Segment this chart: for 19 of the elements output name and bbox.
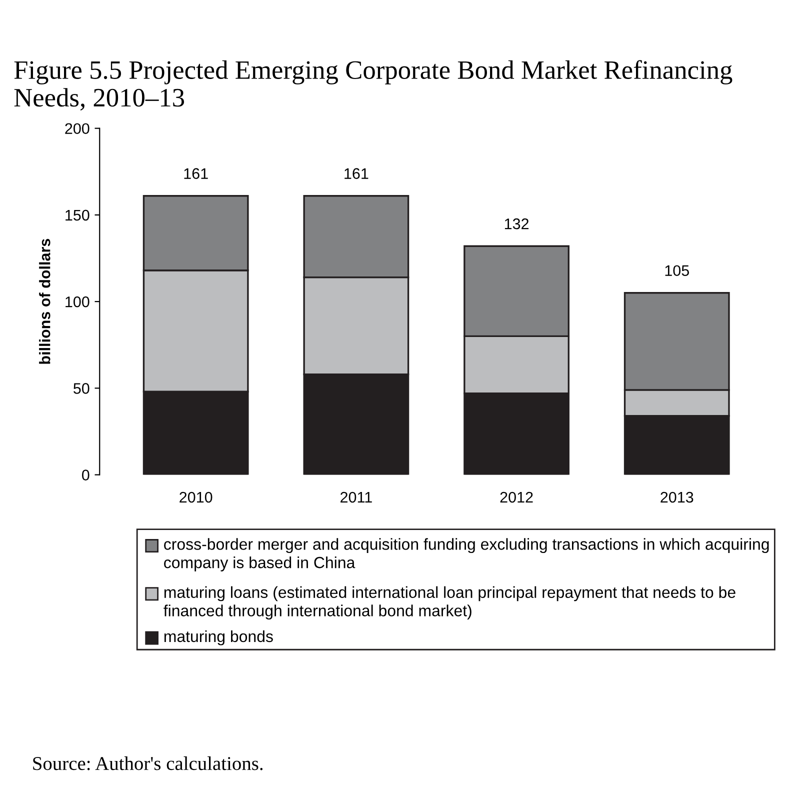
y-tick-label: 0 bbox=[82, 470, 90, 480]
x-tick-label: 2012 bbox=[500, 492, 533, 503]
chart-title: Figure 5.5 Projected Emerging Corporate Bond Market Refinancing Needs, 2010–13 bbox=[14, 60, 732, 110]
x-tick-label: 2011 bbox=[340, 492, 372, 503]
x-tick-label: 2013 bbox=[660, 492, 694, 503]
y-tick-label: 150 bbox=[66, 210, 90, 221]
source-note: Source: Author's calculations. bbox=[33, 756, 263, 770]
legend-label: cross-border merger and acquisition funding excluding transactions in which acquiring company is based in China bbox=[164, 538, 769, 572]
y-tick-label: 50 bbox=[74, 383, 90, 394]
y-tick-label: 200 bbox=[65, 123, 90, 134]
y-axis-title: billions of dollars bbox=[39, 238, 50, 364]
total-label: 161 bbox=[184, 168, 208, 179]
y-tick-label: 100 bbox=[66, 296, 90, 308]
legend-label: maturing bonds bbox=[164, 630, 273, 646]
total-label: 105 bbox=[665, 265, 689, 276]
x-tick-label: 2010 bbox=[180, 492, 212, 503]
total-label: 132 bbox=[504, 218, 529, 230]
legend-label: maturing loans (estimated international loan principal repayment that needs to be financed through international bond market) bbox=[164, 586, 736, 620]
total-label: 161 bbox=[344, 168, 368, 179]
